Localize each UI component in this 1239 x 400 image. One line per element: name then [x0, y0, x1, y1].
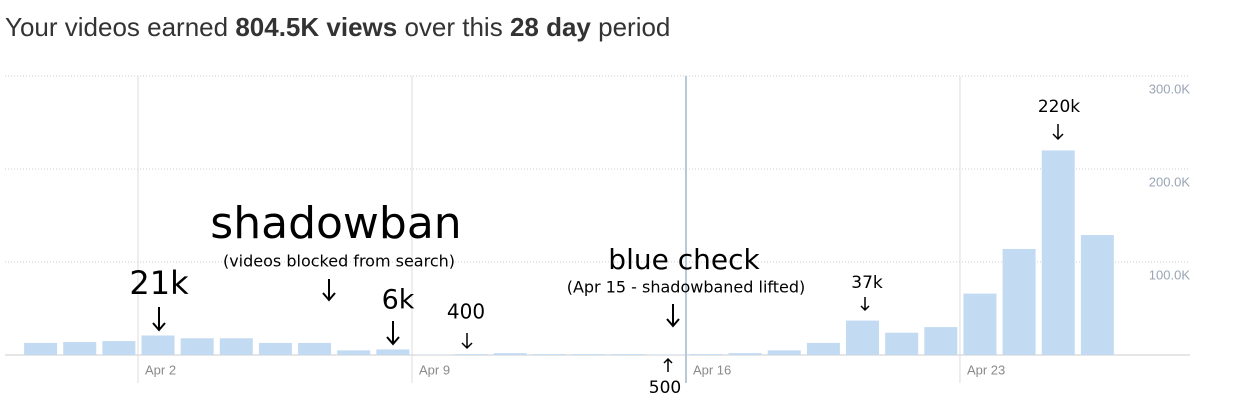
arrow [152, 307, 166, 332]
bar [493, 353, 527, 355]
y-tick-label: 300.0K [1149, 81, 1191, 96]
annotation: shadowban [210, 198, 461, 249]
arrow [666, 304, 680, 328]
title-text: period [590, 12, 671, 42]
bar [572, 354, 606, 355]
bar [63, 341, 97, 355]
bar [846, 320, 880, 355]
annotation: (Apr 15 - shadowbaned lifted) [567, 278, 806, 297]
annotation: blue check [608, 243, 760, 276]
bar [298, 342, 332, 355]
x-tick-label: Apr 16 [693, 362, 731, 377]
bar [1041, 150, 1075, 355]
arrow [860, 297, 870, 312]
annotation: (videos blocked from search) [223, 252, 455, 271]
annotation: 6k [382, 285, 415, 316]
bar [102, 341, 136, 355]
title-bold: 28 day [509, 12, 591, 42]
bar [141, 335, 175, 355]
bar [24, 342, 58, 355]
annotation: 37k [851, 273, 883, 293]
x-tick-label: Apr 9 [419, 362, 450, 377]
bar [611, 354, 645, 355]
bar [728, 353, 762, 355]
arrow [461, 333, 473, 350]
bar [885, 332, 919, 355]
x-tick-label: Apr 2 [145, 362, 176, 377]
bar [806, 342, 840, 355]
bar [454, 354, 488, 355]
title-bold: 804.5K views [235, 12, 398, 42]
plot: 100.0K 200.0K 300.0K Apr 2 Apr 9 Apr 16 Apr 23… [5, 75, 1191, 398]
bar [1002, 248, 1036, 355]
bar [376, 349, 410, 355]
bar [1080, 235, 1114, 355]
bar [337, 350, 371, 355]
y-tick-label: 200.0K [1149, 174, 1191, 189]
bar [180, 338, 214, 355]
bar [963, 293, 997, 355]
arrows [152, 124, 1064, 372]
arrow [663, 357, 673, 372]
bar [532, 354, 566, 355]
title-text: over this [397, 12, 510, 42]
title-text: Your videos earned [5, 12, 236, 42]
bar [767, 350, 801, 355]
bar [924, 327, 958, 355]
annotation: 220k [1038, 97, 1080, 117]
arrow [322, 279, 336, 302]
arrow [386, 321, 400, 346]
annotation: 400 [447, 300, 485, 324]
y-tick-label: 100.0K [1149, 267, 1191, 282]
bar [258, 342, 292, 355]
annotation: 500 [649, 378, 681, 398]
bar [219, 338, 253, 355]
arrow [1052, 124, 1064, 141]
title: Your videos earned 804.5K views over thi… [5, 12, 670, 43]
annotation: 21k [129, 264, 189, 302]
bar [689, 354, 723, 355]
x-tick-label: Apr 23 [967, 362, 1005, 377]
